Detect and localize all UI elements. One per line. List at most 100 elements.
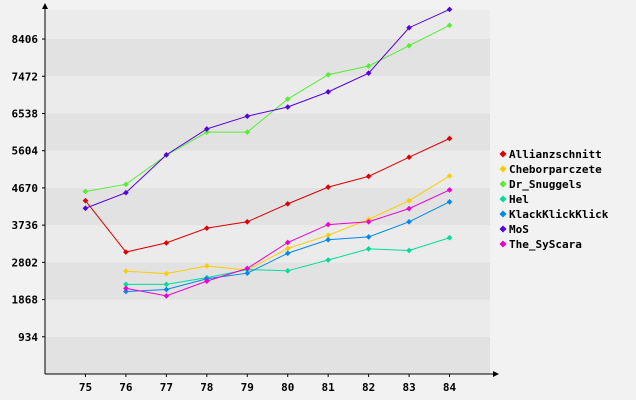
- legend-label: Allianzschnitt: [509, 148, 602, 161]
- data-point: [123, 181, 129, 188]
- grid-band-0: [45, 336, 490, 374]
- x-axis-arrow: [493, 371, 499, 377]
- data-point: [325, 236, 332, 243]
- series-line: [85, 138, 450, 253]
- legend-marker: [499, 195, 507, 203]
- legend-label: Dr_Snuggels: [509, 178, 582, 191]
- data-point: [284, 201, 291, 207]
- legend-item: Dr_Snuggels: [499, 178, 582, 191]
- data-point: [203, 129, 210, 135]
- legend-item: The_SyScara: [499, 238, 582, 251]
- data-point: [244, 129, 251, 135]
- data-point: [365, 246, 372, 252]
- data-point: [203, 225, 210, 231]
- legend-item: Cheborparczete: [499, 163, 602, 176]
- data-point: [365, 218, 372, 225]
- x-tick-label: 84: [443, 381, 457, 394]
- legend-item: Hel: [499, 193, 529, 206]
- axes: [42, 3, 499, 377]
- data-point: [123, 189, 129, 196]
- data-point: [203, 263, 210, 269]
- data-point: [406, 247, 412, 254]
- data-point: [325, 89, 332, 95]
- y-tick-label: 3736: [12, 219, 39, 232]
- y-tick-label: 4670: [12, 182, 39, 195]
- y-tick-label: 5604: [12, 145, 39, 158]
- legend-label: MoS: [509, 223, 529, 236]
- legend-label: KlackKlickKlick: [509, 208, 609, 221]
- data-point: [365, 70, 372, 76]
- data-point: [163, 152, 170, 158]
- data-point: [325, 257, 332, 263]
- legend-item: Allianzschnitt: [499, 148, 602, 161]
- data-point: [244, 270, 251, 277]
- grid-band-1: [45, 299, 490, 337]
- data-point: [406, 197, 412, 204]
- data-point: [446, 135, 453, 142]
- data-point: [406, 205, 412, 212]
- series-group: [82, 6, 453, 299]
- x-tick-label: 82: [362, 381, 375, 394]
- data-point: [163, 270, 170, 277]
- grid-band-6: [45, 113, 490, 151]
- series-klackklickklick: [123, 199, 453, 295]
- legend-marker: [499, 180, 507, 188]
- data-point: [82, 197, 89, 204]
- data-point: [82, 188, 89, 195]
- data-point: [284, 239, 291, 246]
- x-tick-label: 77: [160, 381, 173, 394]
- grid-band-9: [45, 10, 490, 40]
- series-allianzschnitt: [82, 135, 453, 255]
- data-point: [284, 104, 291, 110]
- series-line: [85, 24, 450, 192]
- data-point: [284, 267, 291, 274]
- legend-label: Cheborparczete: [509, 163, 602, 176]
- legend-marker: [499, 240, 507, 248]
- grid-band-2: [45, 262, 490, 300]
- legend-marker: [499, 150, 507, 158]
- y-tick-label: 7472: [12, 70, 39, 83]
- data-point: [446, 22, 453, 29]
- data-point: [325, 232, 332, 239]
- legend-item: MoS: [499, 223, 529, 236]
- y-tick-label: 8406: [12, 33, 39, 46]
- series-mos: [82, 6, 453, 212]
- data-point: [365, 173, 372, 180]
- data-point: [82, 205, 89, 212]
- data-point: [163, 240, 170, 246]
- data-point: [446, 234, 453, 241]
- data-point: [325, 221, 332, 228]
- data-point: [203, 126, 210, 132]
- data-point: [446, 199, 453, 205]
- x-tick-label: 75: [79, 381, 92, 394]
- grid-band-8: [45, 39, 490, 77]
- y-axis-ticks: 934 1868 2802 3736 4670 5604 6538 7472 8406: [12, 33, 45, 344]
- y-tick-label: 934: [18, 331, 38, 344]
- legend-marker: [499, 210, 507, 218]
- data-point: [203, 278, 210, 284]
- legend-item: KlackKlickKlick: [499, 208, 609, 221]
- data-point: [325, 71, 332, 78]
- data-point: [446, 187, 453, 193]
- legend-label: Hel: [509, 193, 529, 206]
- data-point: [325, 184, 332, 190]
- x-tick-label: 81: [322, 381, 336, 394]
- legend: Allianzschnitt Cheborparczete Dr_Snuggels H…: [499, 148, 609, 251]
- y-tick-label: 6538: [12, 107, 39, 120]
- x-tick-label: 78: [200, 381, 213, 394]
- data-point: [284, 96, 291, 102]
- data-point: [163, 293, 170, 299]
- data-point: [446, 173, 453, 179]
- data-point: [284, 245, 291, 252]
- data-point: [123, 281, 129, 288]
- data-point: [123, 288, 129, 295]
- data-point: [244, 265, 251, 272]
- series-line: [85, 8, 450, 209]
- y-tick-label: 1868: [12, 294, 39, 307]
- grid-band-7: [45, 76, 490, 114]
- data-point: [244, 218, 251, 225]
- y-axis-arrow: [42, 3, 48, 9]
- data-point: [406, 218, 412, 225]
- x-tick-label: 83: [402, 381, 415, 394]
